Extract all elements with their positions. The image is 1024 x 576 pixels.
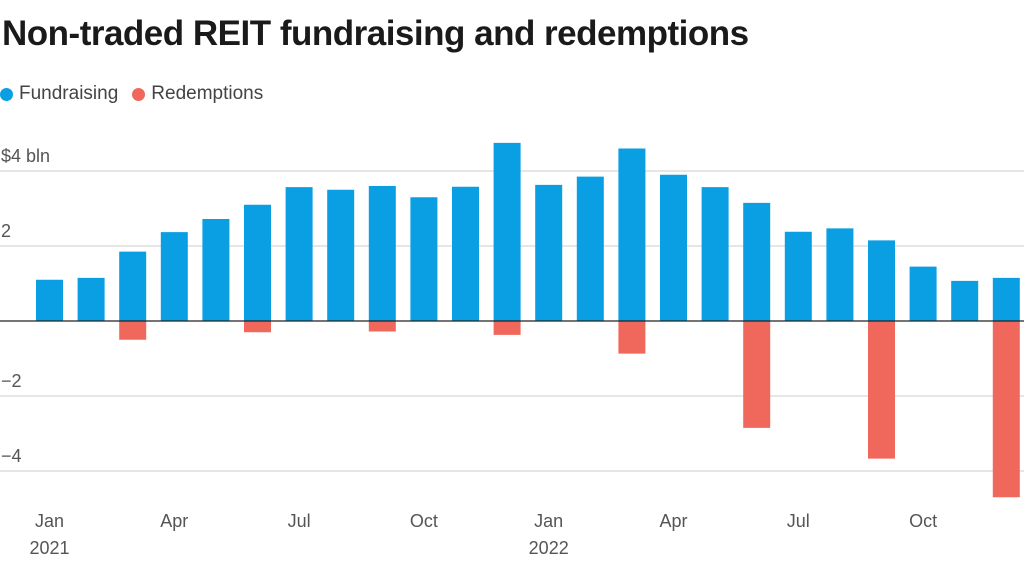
x-tick-label: Jan <box>35 511 64 531</box>
bar-fundraising <box>535 184 563 321</box>
bar-fundraising <box>909 266 937 321</box>
x-tick-year-label: 2021 <box>29 538 69 558</box>
bar-fundraising <box>493 142 521 321</box>
x-tick-label: Jul <box>787 511 810 531</box>
bar-fundraising <box>285 187 313 321</box>
bar-redemptions <box>119 321 147 340</box>
x-tick-label: Jul <box>288 511 311 531</box>
y-tick-label: −4 <box>1 446 22 466</box>
bar-fundraising <box>743 202 771 321</box>
bar-redemptions <box>493 321 521 335</box>
bar-fundraising <box>244 204 271 321</box>
bar-redemptions <box>244 321 271 333</box>
bar-fundraising <box>992 277 1020 321</box>
bar-fundraising <box>410 197 438 321</box>
bar-fundraising <box>784 231 812 321</box>
legend-swatch-fundraising <box>0 87 13 101</box>
bar-fundraising <box>327 189 355 321</box>
bar-redemptions <box>992 321 1020 498</box>
bar-fundraising <box>119 251 147 321</box>
bar-fundraising <box>36 279 63 321</box>
bar-redemptions <box>368 321 396 332</box>
x-tick-year-label: 2022 <box>529 538 569 558</box>
x-tick-label: Apr <box>160 511 188 531</box>
bar-redemptions <box>618 321 646 354</box>
bar-fundraising <box>701 187 729 321</box>
bar-fundraising <box>951 280 979 321</box>
bar-fundraising <box>160 232 188 321</box>
legend-swatch-redemptions <box>132 87 146 101</box>
legend-label-fundraising: Fundraising <box>19 83 119 104</box>
x-tick-label: Apr <box>659 511 687 531</box>
legend-item-fundraising: Fundraising <box>0 83 118 105</box>
bar-fundraising <box>452 186 479 321</box>
y-tick-label: 2 <box>1 221 11 241</box>
bar-fundraising <box>618 148 646 321</box>
x-tick-label: Jan <box>534 511 563 531</box>
bar-fundraising <box>202 219 230 321</box>
bar-fundraising <box>660 174 687 321</box>
bar-redemptions <box>743 321 771 428</box>
legend-label-redemptions: Redemptions <box>151 83 264 104</box>
legend: Fundraising Redemptions <box>0 83 277 105</box>
x-tick-label: Oct <box>909 511 937 531</box>
x-tick-label: Oct <box>410 511 438 531</box>
chart-title: Non-traded REIT fundraising and redempti… <box>2 14 749 53</box>
bar-fundraising <box>576 176 604 321</box>
bar-redemptions <box>868 321 895 459</box>
legend-item-redemptions: Redemptions <box>132 83 263 105</box>
bar-fundraising <box>826 228 854 321</box>
y-tick-label: −2 <box>1 371 22 391</box>
bar-fundraising <box>77 277 105 321</box>
bar-fundraising <box>868 240 895 321</box>
y-tick-label: $4 bln <box>1 146 50 166</box>
bar-fundraising <box>368 186 396 321</box>
